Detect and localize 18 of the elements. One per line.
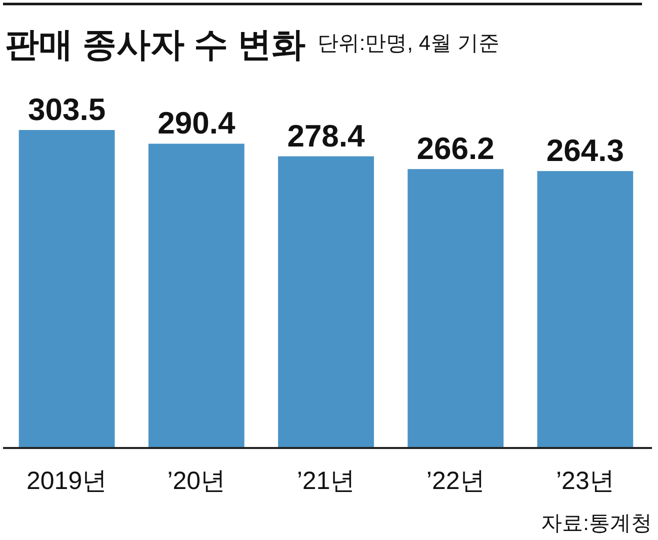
text: 자료:통계청 xyxy=(541,512,652,535)
bar xyxy=(148,144,244,448)
data-label: 266.2 xyxy=(416,131,494,166)
data-label: 278.4 xyxy=(287,118,366,154)
bar xyxy=(408,169,504,448)
x-tick-label: ’22년 xyxy=(426,467,485,495)
bar xyxy=(18,130,115,448)
data-label: 264.3 xyxy=(546,133,624,168)
bar xyxy=(278,156,374,448)
data-label: 303.5 xyxy=(28,92,106,127)
chart-title: 판매 종사자 수 변화 xyxy=(5,26,306,64)
chart-subtitle: 단위:만명, 4월 기준 xyxy=(317,32,500,55)
bar xyxy=(537,171,634,448)
data-label: 290.4 xyxy=(158,106,236,141)
x-tick-label: ’20년 xyxy=(167,467,226,495)
x-tick-label: ’23년 xyxy=(556,467,614,495)
x-tick-label: 2019년 xyxy=(26,467,108,495)
x-tick-label: ’21년 xyxy=(296,467,356,495)
